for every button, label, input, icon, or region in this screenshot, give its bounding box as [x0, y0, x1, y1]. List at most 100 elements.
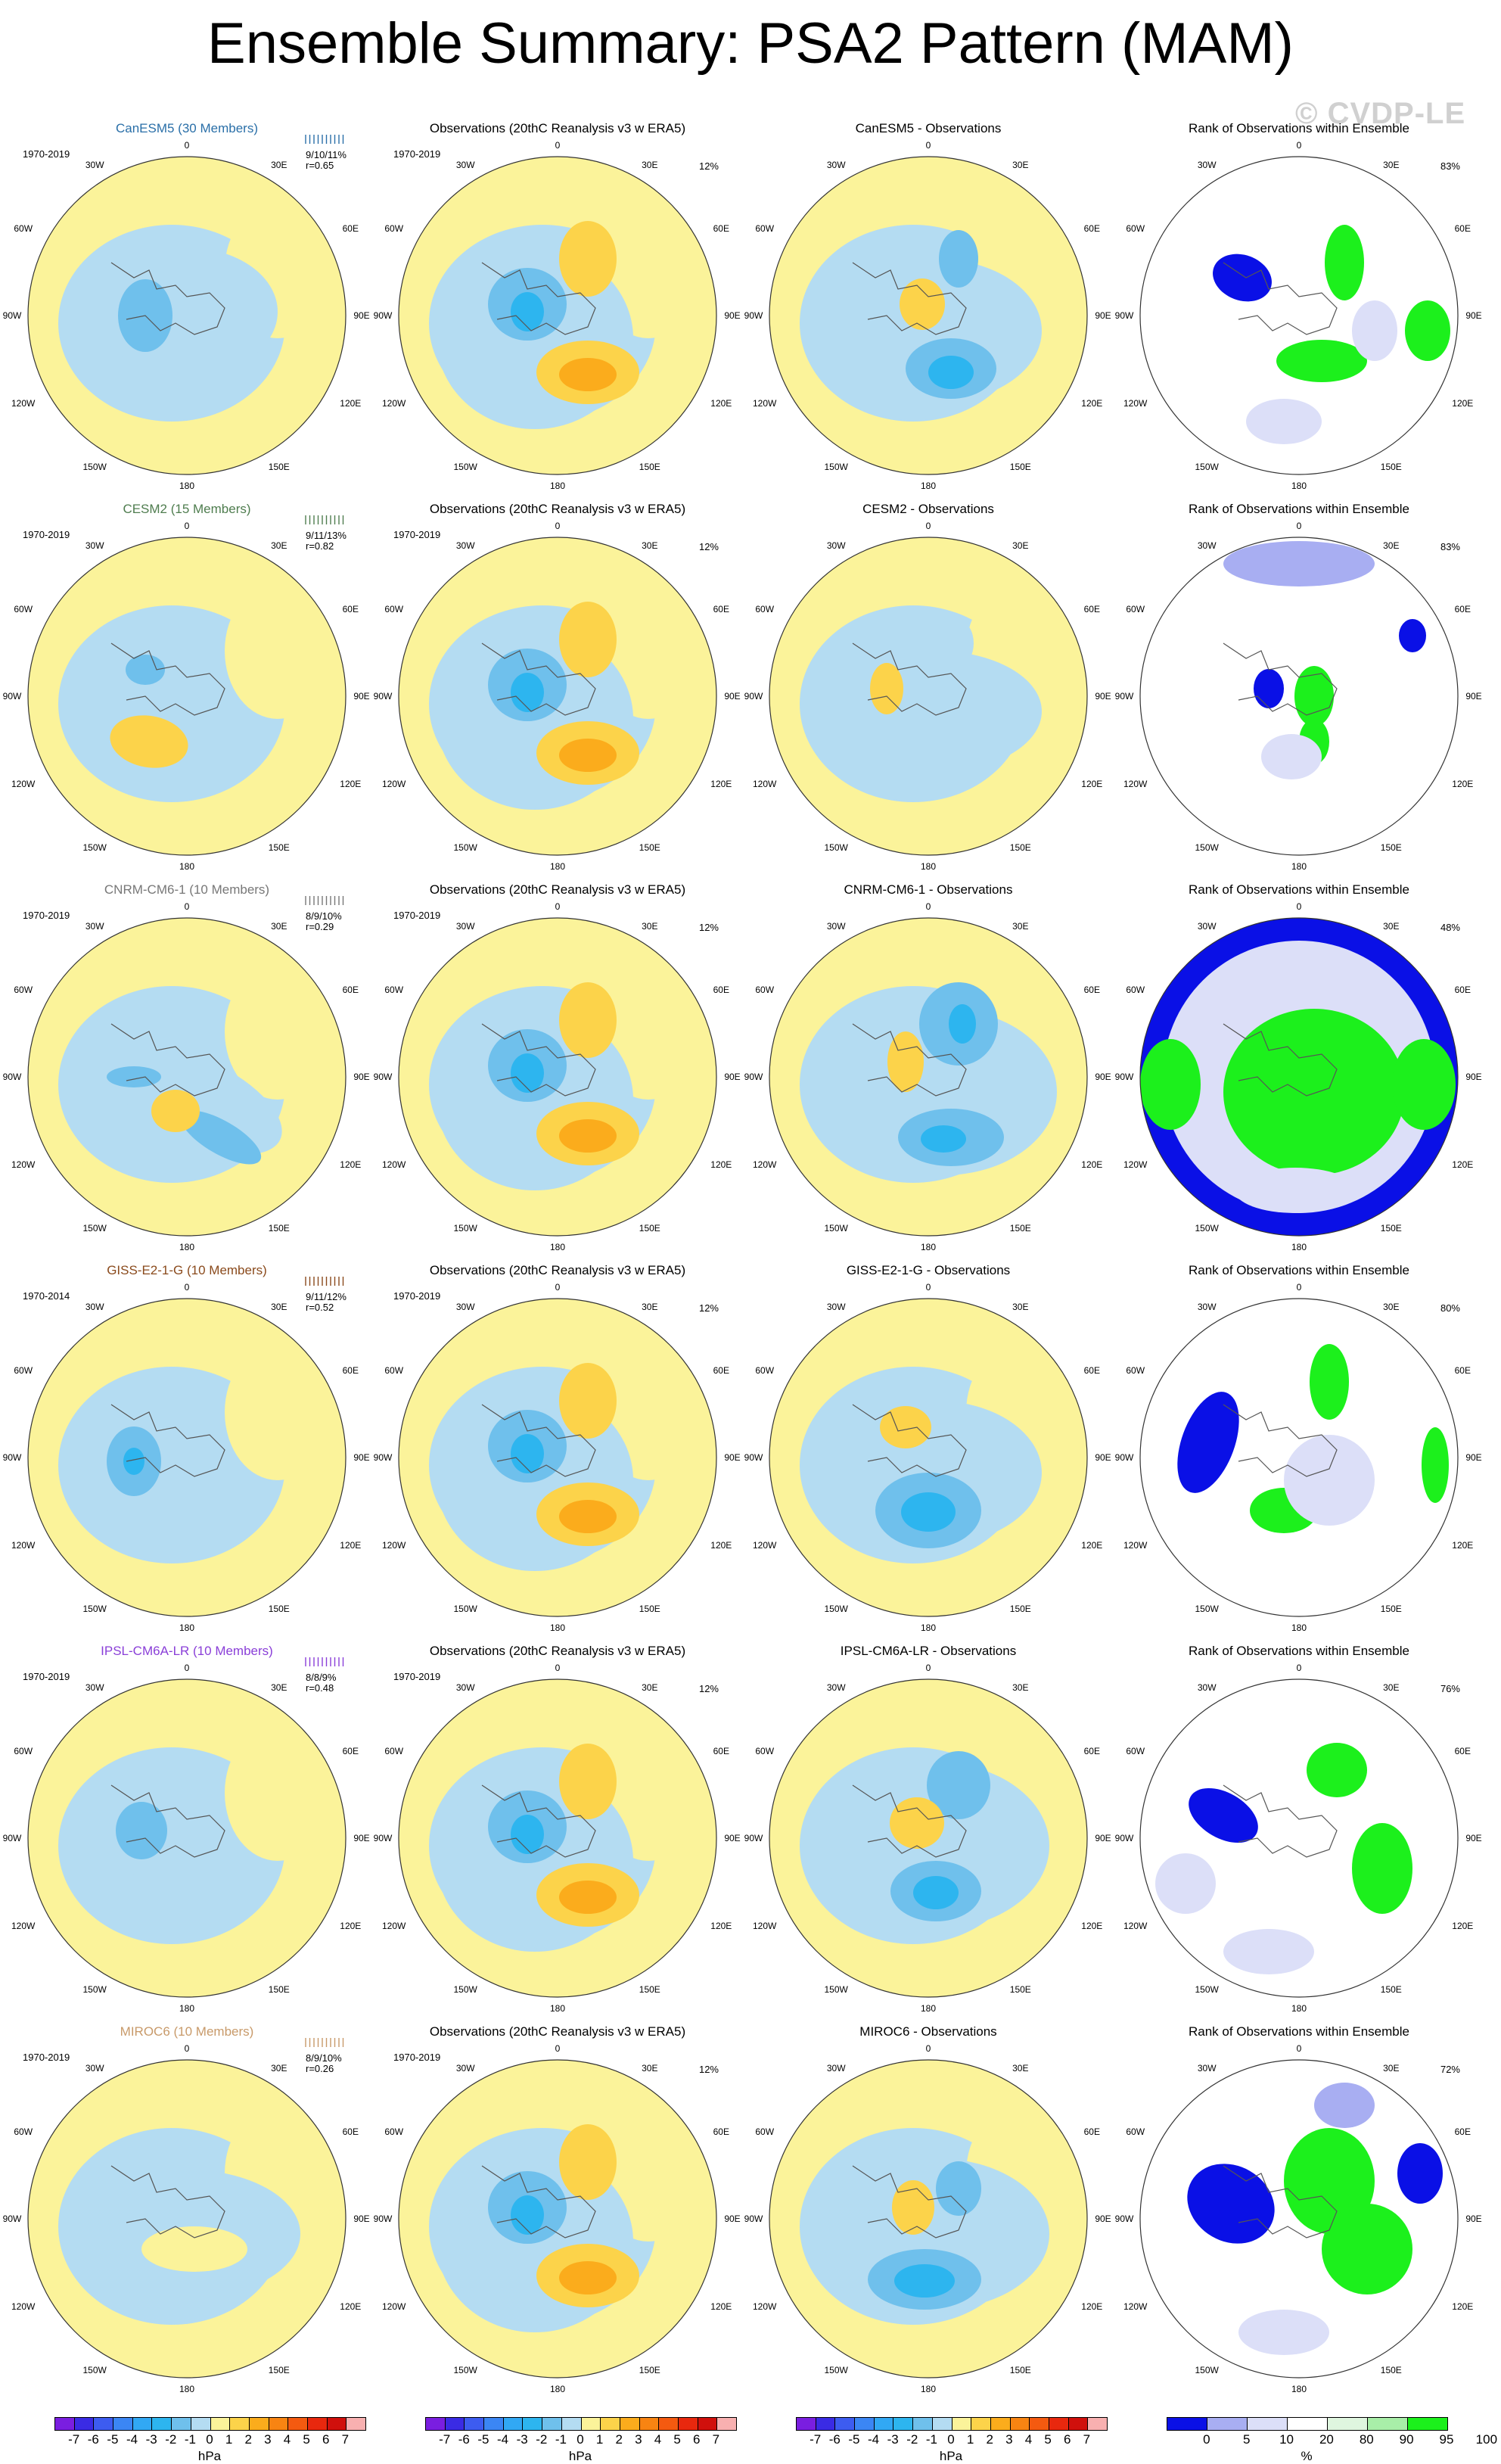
lon-label: 90E	[1095, 691, 1111, 702]
contour-region	[559, 1500, 617, 1533]
lon-label: 60W	[1126, 222, 1145, 234]
polar-map-svg	[1139, 917, 1459, 1237]
colorbar-tick: 4	[283, 2432, 291, 2447]
colorbar-tick: -7	[810, 2432, 822, 2447]
lon-label: 120E	[1452, 397, 1474, 409]
colorbar-cell	[659, 2418, 679, 2430]
polar-map: 0 30E 60E 90E 120E 150E 180 150W 120W 90W 60W 30W	[1115, 899, 1482, 1255]
colorbar-cell	[990, 2418, 1011, 2430]
colorbar-cell	[1368, 2418, 1408, 2430]
colorbar-tick: 2	[244, 2432, 252, 2447]
colorbar-cell	[932, 2418, 952, 2430]
variance-percent: 12%	[698, 1302, 719, 1314]
lon-label: 150E	[268, 2364, 290, 2375]
colorbar-tick: -5	[477, 2432, 489, 2447]
panel-title: Observations (20thC Reanalysis v3 w ERA5…	[429, 2024, 686, 2039]
panel-title: Rank of Observations within Ensemble	[1189, 502, 1409, 516]
lon-label: 30W	[85, 920, 104, 932]
panel-model: CESM2 (15 Members) 1970-2019 9/11/13% r=0.8…	[3, 502, 370, 880]
coastline	[110, 1404, 225, 1477]
colorbar-tick: -6	[458, 2432, 470, 2447]
polar-map-svg	[398, 537, 717, 856]
stat-correlation: r=0.29	[306, 921, 334, 932]
lon-label: 0	[925, 521, 931, 532]
contour-region	[1140, 1039, 1201, 1130]
lon-label: 180	[179, 480, 195, 491]
colorbar-cell	[55, 2418, 75, 2430]
lon-label: 120E	[340, 2301, 362, 2312]
contour-region	[559, 1881, 617, 1914]
lon-label: 150E	[1009, 2364, 1031, 2375]
contour-region	[559, 358, 617, 391]
polar-map: 0 30E 60E 90E 120E 150E 180 150W 120W 90W 60W 30W	[374, 138, 741, 493]
lon-label: 150W	[824, 1603, 848, 1614]
period-label: 1970-2019	[23, 2052, 70, 2063]
contour-region	[880, 1406, 931, 1448]
colorbar-tick: -3	[887, 2432, 899, 2447]
colorbar-tick: 20	[1319, 2432, 1334, 2447]
panel-rank: Rank of Observations within Ensemble 76% 0…	[1115, 1644, 1482, 2022]
lon-label: 150W	[1195, 1222, 1219, 1234]
polar-map: 0 30E 60E 90E 120E 150E 180 150W 120W 90W 60W 30W	[3, 1280, 370, 1635]
lon-label: 60E	[1083, 1364, 1100, 1376]
colorbar-tick: 6	[693, 2432, 701, 2447]
contour-region	[1276, 340, 1367, 382]
lon-label: 120E	[340, 1159, 362, 1170]
panel-title: Observations (20thC Reanalysis v3 w ERA5…	[429, 1644, 686, 1658]
lon-label: 30W	[1197, 540, 1217, 551]
lon-label: 120W	[382, 1539, 406, 1551]
colorbar-tick: -7	[68, 2432, 80, 2447]
panel-title: Observations (20thC Reanalysis v3 w ERA5…	[429, 1263, 686, 1277]
coastline	[852, 1404, 967, 1477]
colorbar-cell	[1010, 2418, 1030, 2430]
polar-map: 0 30E 60E 90E 120E 150E 180 150W 120W 90W 60W 30W	[3, 518, 370, 874]
stat-percent: 9/11/13%	[306, 530, 347, 541]
contour-region	[1310, 1344, 1349, 1420]
lon-label: 30E	[1383, 920, 1400, 932]
panel-rank: Rank of Observations within Ensemble 83% 0…	[1115, 121, 1482, 499]
lon-label: 120E	[1452, 2301, 1474, 2312]
colorbar-cell	[94, 2418, 114, 2430]
member-spread-glyph	[305, 1657, 344, 1666]
colorbar-cell	[113, 2418, 133, 2430]
colorbar-unit: hPa	[197, 2449, 222, 2463]
lon-label: 120E	[710, 2301, 732, 2312]
lon-label: 120E	[1452, 778, 1474, 789]
map-outline	[769, 917, 1088, 1237]
lon-label: 30W	[1197, 1682, 1217, 1693]
map-field	[769, 1679, 1087, 1997]
panel-obs: Observations (20thC Reanalysis v3 w ERA5…	[374, 2024, 741, 2403]
polar-map: 0 30E 60E 90E 120E 150E 180 150W 120W 90W 60W 30W	[3, 2041, 370, 2397]
lon-label: 90W	[1114, 691, 1134, 702]
lon-label: 0	[925, 2043, 931, 2055]
lon-label: 0	[555, 1663, 561, 1674]
lon-label: 120E	[710, 397, 732, 409]
stat-correlation: r=0.48	[306, 1682, 334, 1694]
map-field	[769, 537, 1087, 855]
lon-label: 120W	[382, 1920, 406, 1931]
pattern-stats: 8/8/9% r=0.48	[306, 1672, 336, 1694]
panel-obs: Observations (20thC Reanalysis v3 w ERA5…	[374, 882, 741, 1261]
lon-label: 90E	[1465, 2214, 1482, 2224]
lon-label: 150E	[639, 2364, 660, 2375]
lon-label: 60W	[14, 603, 33, 614]
variance-percent: 12%	[698, 922, 719, 933]
lon-label: 120E	[1081, 397, 1103, 409]
contour-region	[900, 278, 945, 330]
colorbar-tick: 5	[1242, 2432, 1251, 2447]
lon-label: 60E	[1083, 1745, 1100, 1756]
contour-region	[511, 1815, 544, 1854]
lon-label: 120W	[753, 1159, 777, 1170]
colorbar-tick: -4	[126, 2432, 138, 2447]
coastline	[110, 1023, 225, 1097]
colorbar-cell	[132, 2418, 153, 2430]
rank-percent: 83%	[1440, 541, 1460, 552]
period-label: 1970-2019	[23, 1671, 70, 1682]
map-outline	[27, 1678, 347, 1998]
lon-label: 90E	[353, 310, 370, 321]
map-field	[28, 2060, 346, 2378]
lon-label: 60E	[1083, 2126, 1100, 2137]
map-field	[1140, 1679, 1458, 1997]
lon-label: 0	[925, 140, 931, 151]
period-label: 1970-2019	[393, 529, 441, 540]
